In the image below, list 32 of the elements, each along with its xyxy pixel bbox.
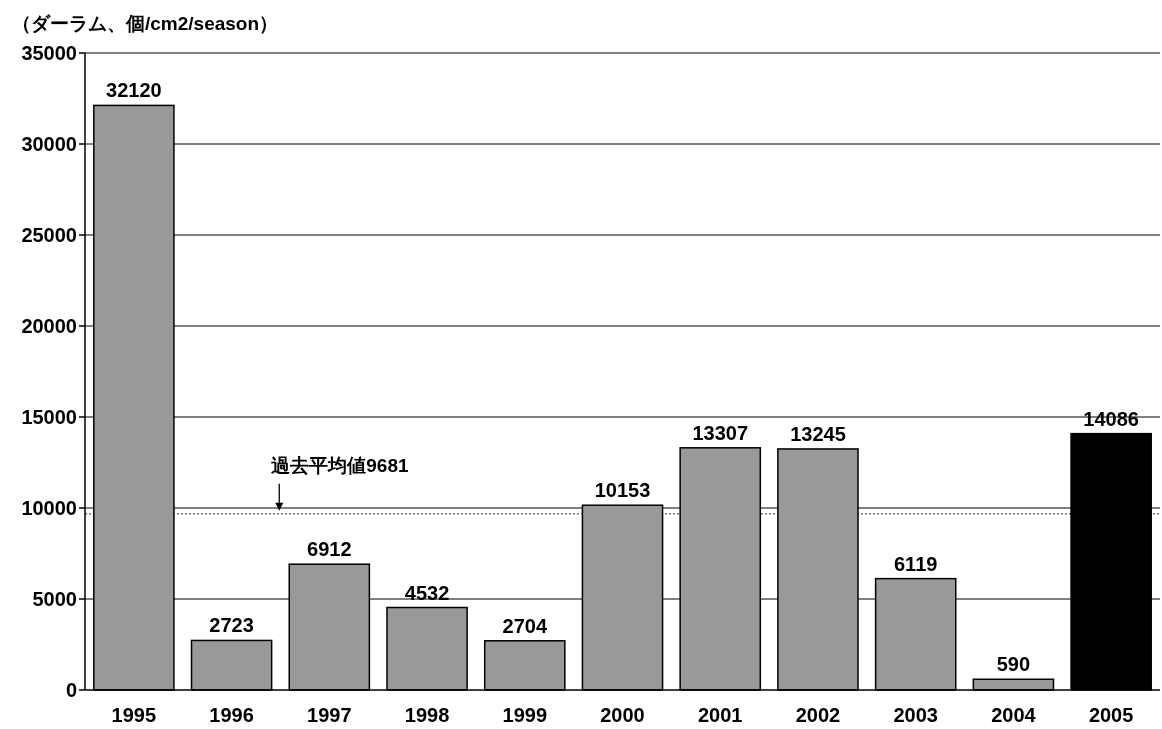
ref-line-label: 過去平均値9681 xyxy=(270,454,409,476)
data-label: 2704 xyxy=(502,614,548,637)
x-tick-label: 2001 xyxy=(697,704,743,726)
x-tick-label: 2005 xyxy=(1088,704,1134,726)
data-label: 14086 xyxy=(1083,407,1139,430)
x-tick-label: 2004 xyxy=(991,704,1037,726)
x-tick-label: 2002 xyxy=(795,704,841,726)
data-label: 10153 xyxy=(594,479,651,502)
y-tick-label: 0 xyxy=(65,679,77,701)
y-tick-label: 30000 xyxy=(21,133,77,155)
y-tick-label: 35000 xyxy=(21,42,77,64)
y-tick-label: 20000 xyxy=(21,315,77,337)
x-tick-label: 2003 xyxy=(893,704,938,726)
data-label: 590 xyxy=(996,653,1031,676)
data-label: 13307 xyxy=(692,421,749,444)
y-axis-title: （ダーラム、個/cm2/season） xyxy=(12,13,279,34)
x-tick-label: 1999 xyxy=(502,704,548,726)
y-tick-label: 15000 xyxy=(21,406,77,428)
data-label: 13245 xyxy=(790,422,846,445)
y-tick-label: 5000 xyxy=(32,588,77,610)
x-tick-label: 1998 xyxy=(404,704,450,726)
data-label: 2723 xyxy=(209,614,254,637)
data-label: 6912 xyxy=(307,538,352,561)
y-tick-label: 25000 xyxy=(21,224,77,246)
x-tick-label: 1995 xyxy=(111,704,157,726)
y-tick-label: 10000 xyxy=(21,497,77,519)
data-label: 32120 xyxy=(106,79,162,102)
data-label: 6119 xyxy=(893,552,938,575)
x-tick-label: 2000 xyxy=(600,704,645,726)
x-tick-label: 1996 xyxy=(209,704,254,726)
x-tick-label: 1997 xyxy=(307,704,352,726)
data-label: 4532 xyxy=(404,581,450,604)
